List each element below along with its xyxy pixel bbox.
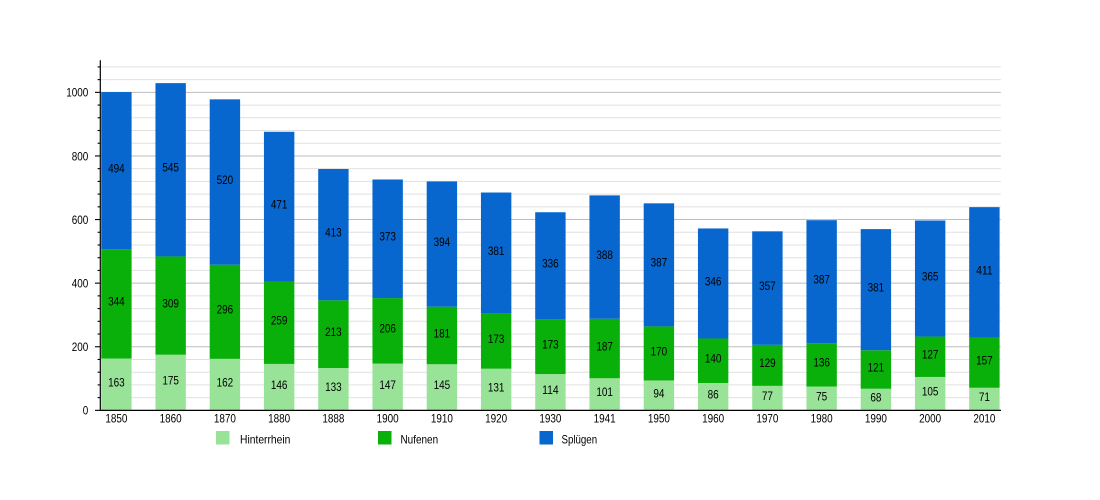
svg-text:131: 131 bbox=[488, 380, 505, 394]
svg-text:400: 400 bbox=[72, 277, 89, 291]
svg-text:140: 140 bbox=[705, 352, 722, 366]
svg-text:206: 206 bbox=[379, 322, 396, 336]
svg-text:175: 175 bbox=[162, 373, 179, 387]
svg-text:344: 344 bbox=[108, 295, 125, 309]
svg-text:1870: 1870 bbox=[214, 412, 236, 426]
svg-text:357: 357 bbox=[759, 279, 776, 293]
svg-text:Hinterrhein: Hinterrhein bbox=[240, 432, 290, 446]
svg-text:2000: 2000 bbox=[919, 412, 941, 426]
svg-text:75: 75 bbox=[816, 389, 827, 403]
svg-text:162: 162 bbox=[217, 375, 234, 389]
svg-text:86: 86 bbox=[708, 388, 719, 402]
svg-text:163: 163 bbox=[108, 375, 125, 389]
svg-text:147: 147 bbox=[379, 378, 396, 392]
svg-text:1888: 1888 bbox=[322, 412, 344, 426]
svg-text:127: 127 bbox=[922, 348, 939, 362]
svg-text:387: 387 bbox=[813, 273, 830, 287]
svg-text:71: 71 bbox=[979, 390, 990, 404]
svg-text:77: 77 bbox=[762, 389, 773, 403]
svg-text:800: 800 bbox=[72, 149, 89, 163]
svg-text:105: 105 bbox=[922, 385, 939, 399]
svg-text:121: 121 bbox=[868, 360, 885, 374]
svg-text:381: 381 bbox=[868, 281, 885, 295]
svg-text:387: 387 bbox=[651, 256, 668, 270]
svg-text:1980: 1980 bbox=[811, 412, 833, 426]
svg-text:394: 394 bbox=[434, 235, 451, 249]
svg-text:133: 133 bbox=[325, 380, 342, 394]
svg-text:136: 136 bbox=[813, 356, 830, 370]
svg-text:346: 346 bbox=[705, 274, 722, 288]
svg-text:520: 520 bbox=[217, 173, 234, 187]
svg-text:388: 388 bbox=[596, 248, 613, 262]
svg-text:173: 173 bbox=[542, 337, 559, 351]
svg-text:1930: 1930 bbox=[539, 412, 561, 426]
svg-text:94: 94 bbox=[653, 386, 664, 400]
svg-text:0: 0 bbox=[83, 404, 89, 418]
svg-text:129: 129 bbox=[759, 356, 776, 370]
svg-text:170: 170 bbox=[651, 344, 668, 358]
svg-text:336: 336 bbox=[542, 257, 559, 271]
svg-text:1880: 1880 bbox=[268, 412, 290, 426]
svg-text:146: 146 bbox=[271, 378, 288, 392]
svg-text:373: 373 bbox=[379, 230, 396, 244]
svg-text:213: 213 bbox=[325, 325, 342, 339]
svg-text:296: 296 bbox=[217, 303, 234, 317]
svg-text:68: 68 bbox=[870, 390, 881, 404]
svg-text:309: 309 bbox=[162, 296, 179, 310]
svg-text:181: 181 bbox=[434, 326, 451, 340]
svg-text:1860: 1860 bbox=[160, 412, 182, 426]
svg-text:259: 259 bbox=[271, 314, 288, 328]
svg-text:1950: 1950 bbox=[648, 412, 670, 426]
svg-text:157: 157 bbox=[976, 354, 993, 368]
svg-text:1910: 1910 bbox=[431, 412, 453, 426]
svg-text:173: 173 bbox=[488, 332, 505, 346]
svg-text:411: 411 bbox=[976, 263, 993, 277]
svg-text:1920: 1920 bbox=[485, 412, 507, 426]
svg-text:1900: 1900 bbox=[377, 412, 399, 426]
svg-text:1850: 1850 bbox=[105, 412, 127, 426]
svg-text:200: 200 bbox=[72, 340, 89, 354]
svg-text:545: 545 bbox=[162, 161, 179, 175]
svg-text:1000: 1000 bbox=[66, 86, 88, 100]
svg-text:600: 600 bbox=[72, 213, 89, 227]
svg-text:2010: 2010 bbox=[973, 412, 995, 426]
svg-text:365: 365 bbox=[922, 269, 939, 283]
svg-text:101: 101 bbox=[596, 385, 613, 399]
svg-text:Nufenen: Nufenen bbox=[401, 432, 439, 446]
svg-text:494: 494 bbox=[108, 161, 125, 175]
svg-text:381: 381 bbox=[488, 244, 505, 258]
svg-text:1941: 1941 bbox=[594, 412, 616, 426]
svg-text:1970: 1970 bbox=[756, 412, 778, 426]
svg-text:145: 145 bbox=[434, 378, 451, 392]
svg-text:187: 187 bbox=[596, 339, 613, 353]
svg-text:114: 114 bbox=[542, 383, 559, 397]
svg-text:1960: 1960 bbox=[702, 412, 724, 426]
svg-text:1990: 1990 bbox=[865, 412, 887, 426]
svg-text:413: 413 bbox=[325, 226, 342, 240]
svg-text:471: 471 bbox=[271, 198, 288, 212]
svg-text:Splügen: Splügen bbox=[562, 432, 598, 446]
